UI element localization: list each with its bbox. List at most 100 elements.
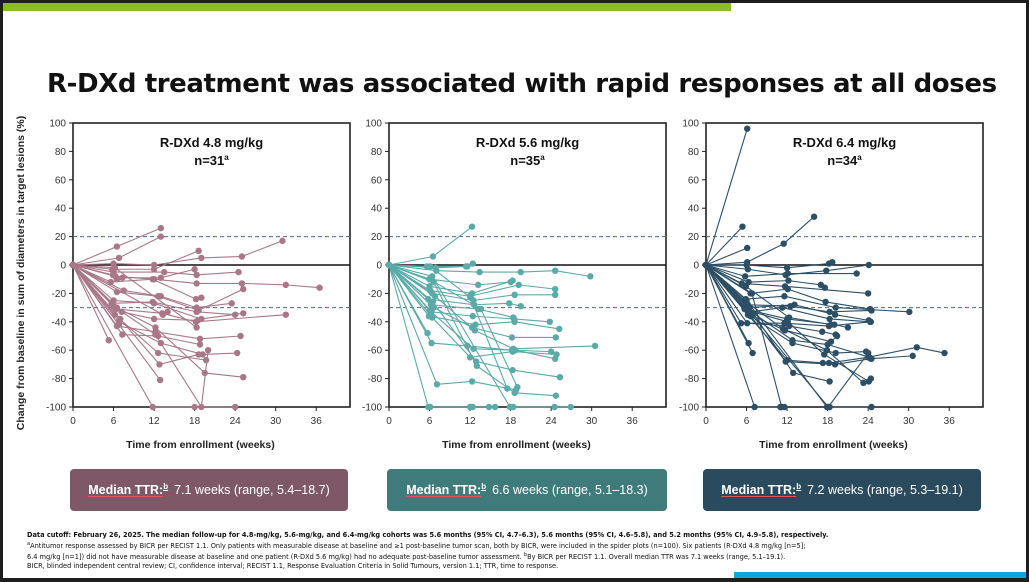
- patient-line: [388, 264, 591, 277]
- y-tick-label: -40: [368, 317, 383, 328]
- x-tick-label: 36: [944, 416, 956, 427]
- ttr-label: Median TTR:b: [88, 482, 169, 498]
- data-point: [279, 237, 286, 245]
- data-point: [471, 327, 479, 334]
- data-point: [865, 378, 873, 385]
- data-point: [511, 291, 518, 299]
- data-point: [552, 291, 559, 299]
- data-point: [825, 359, 833, 367]
- data-point: [477, 305, 485, 313]
- x-axis-label: Time from enrollment (weeks): [442, 439, 591, 451]
- data-point: [161, 268, 168, 276]
- panel-n-label: n=31a: [194, 153, 229, 168]
- data-point: [152, 331, 159, 338]
- x-tick-label: 30: [586, 416, 598, 427]
- data-point: [429, 314, 436, 321]
- data-point: [469, 260, 476, 267]
- data-point: [780, 240, 787, 247]
- patient-line: [72, 264, 201, 346]
- patient-line: [72, 250, 199, 270]
- data-point: [193, 324, 200, 331]
- data-point: [506, 300, 513, 307]
- data-point: [316, 284, 323, 291]
- data-point: [119, 274, 126, 281]
- data-point: [204, 347, 212, 354]
- data-point: [844, 324, 852, 331]
- footnote-a: aAntitumor response assessed by BICR per…: [27, 541, 806, 551]
- data-point: [231, 403, 239, 411]
- y-tick-label: 80: [371, 147, 383, 158]
- data-point: [784, 285, 791, 293]
- data-point: [159, 311, 167, 318]
- y-tick-label: -20: [52, 289, 67, 300]
- data-point: [831, 361, 839, 368]
- x-axis-label: Time from enrollment (weeks): [126, 439, 275, 451]
- slide-title: R-DXd treatment was associated with rapi…: [47, 69, 997, 99]
- data-point: [779, 325, 787, 333]
- y-tick-label: -60: [685, 346, 700, 357]
- data-point: [424, 329, 431, 337]
- ttr-value: 7.2 weeks (range, 5.3–19.1): [807, 483, 963, 497]
- data-point: [198, 254, 205, 262]
- y-tick-label: -80: [685, 374, 700, 385]
- patient-line: [72, 264, 207, 361]
- patient-line: [72, 240, 283, 266]
- y-tick-label: -80: [368, 374, 383, 385]
- data-point: [822, 298, 829, 306]
- x-tick-label: 30: [903, 416, 915, 427]
- data-point: [744, 244, 751, 252]
- patient-series: [702, 261, 872, 411]
- data-point: [742, 283, 750, 290]
- data-point: [511, 389, 518, 396]
- patient-series: [385, 261, 470, 272]
- spider-plot-5-6: 100 80 60 40 20 0 -20 -40 -60 -80 -100 0 6 12 18 24 30 36…: [362, 119, 667, 451]
- data-point: [567, 403, 574, 411]
- y-tick-label: -80: [52, 374, 67, 385]
- data-point: [105, 337, 113, 344]
- panel-n-label: n=34a: [827, 153, 862, 168]
- data-point: [282, 281, 290, 289]
- x-tick-label: 0: [70, 416, 76, 427]
- data-point: [739, 223, 746, 230]
- data-point: [823, 267, 830, 274]
- data-point: [868, 403, 875, 411]
- x-tick-label: 24: [546, 416, 558, 427]
- data-point: [238, 253, 246, 260]
- data-point: [113, 243, 121, 250]
- data-point: [193, 280, 200, 287]
- data-point: [789, 339, 796, 347]
- data-point: [240, 373, 247, 381]
- data-point: [744, 320, 751, 327]
- data-point: [744, 125, 751, 132]
- data-point: [785, 277, 792, 284]
- data-point: [941, 349, 948, 357]
- x-tick-label: 18: [189, 416, 201, 427]
- data-point: [831, 311, 839, 318]
- data-point: [515, 281, 522, 289]
- data-point: [154, 349, 162, 357]
- spider-plot-4-8: 100 80 60 40 20 0 -20 -40 -60 -80 -100 0 6 12 18 24 30 36…: [46, 119, 351, 451]
- patient-line: [705, 264, 869, 408]
- data-point: [196, 341, 204, 348]
- data-point: [467, 294, 474, 301]
- data-point: [510, 403, 517, 411]
- median-ttr-box-4-8: Median TTR:b 7.1 weeks (range, 5.4–18.7): [70, 469, 348, 511]
- data-point: [591, 342, 599, 350]
- y-tick-label: 0: [60, 261, 66, 272]
- data-point: [789, 369, 797, 377]
- data-point: [193, 308, 200, 316]
- y-tick-label: 60: [688, 175, 700, 186]
- taskbar-strip: [734, 572, 1026, 578]
- data-point: [781, 293, 788, 300]
- data-point: [587, 273, 594, 280]
- data-point: [702, 261, 710, 269]
- panel-title: R-DXd 4.8 mg/kg: [160, 135, 263, 150]
- y-tick-label: 0: [693, 261, 699, 272]
- data-point: [749, 349, 756, 357]
- patient-line: [705, 226, 743, 266]
- data-point: [864, 349, 872, 357]
- data-point: [819, 328, 826, 335]
- y-tick-label: -100: [362, 403, 382, 414]
- y-tick-label: -60: [368, 346, 383, 357]
- data-point: [164, 308, 171, 316]
